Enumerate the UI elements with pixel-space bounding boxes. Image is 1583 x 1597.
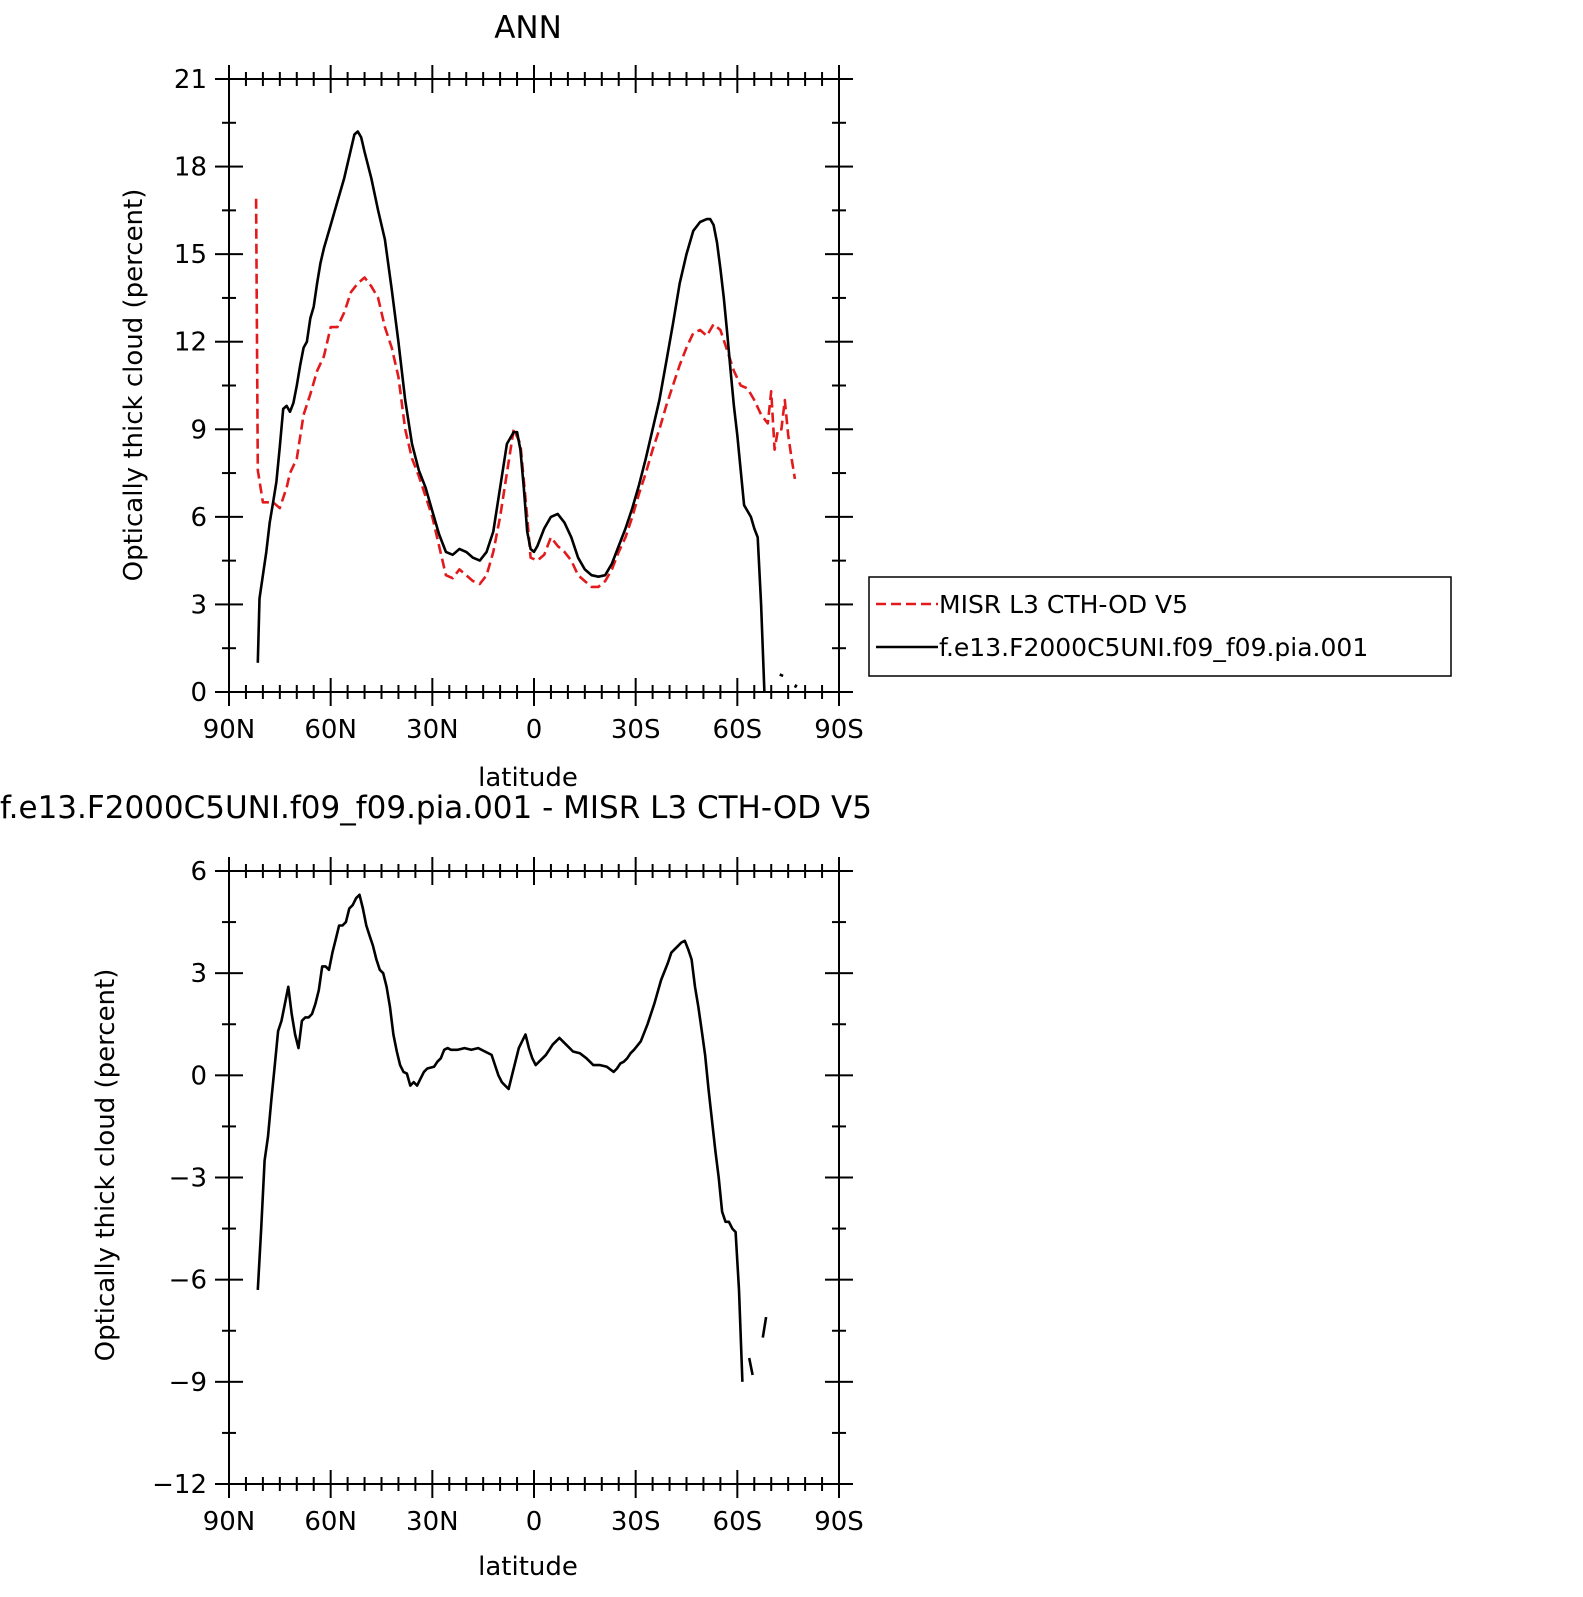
- top-x-tick-label: 90N: [203, 715, 256, 745]
- top-x-tick-label: 0: [526, 715, 543, 745]
- top-series-1-line: [256, 130, 766, 693]
- bottom-series-0-line: [747, 1357, 754, 1376]
- bottom-chart-panel: f.e13.F2000C5UNI.f09_f09.pia.001 - MISR …: [0, 790, 872, 1582]
- bottom-y-tick-label: −9: [169, 1368, 207, 1398]
- bottom-y-tick-label: −3: [169, 1164, 207, 1194]
- top-y-tick-label: 12: [174, 328, 207, 358]
- top-y-tick-label: 6: [190, 503, 207, 533]
- top-y-tick-label: 18: [174, 153, 207, 183]
- top-series-0-line: [254, 198, 797, 589]
- bottom-y-tick-label: 6: [190, 857, 207, 887]
- top-y-tick-label: 15: [174, 240, 207, 270]
- legend-label-model: f.e13.F2000C5UNI.f09_f09.pia.001: [939, 633, 1368, 662]
- bottom-series-0-line: [761, 1316, 768, 1338]
- legend-label-misr: MISR L3 CTH-OD V5: [939, 590, 1188, 619]
- bottom-x-tick-label: 30N: [406, 1507, 459, 1537]
- bottom-x-tick-label: 30S: [611, 1507, 661, 1537]
- top-x-tick-label: 30N: [406, 715, 459, 745]
- top-x-axis-title: latitude: [478, 763, 578, 793]
- bottom-series-0-line: [256, 893, 744, 1382]
- bottom-x-tick-label: 90S: [814, 1507, 864, 1537]
- top-chart-panel: ANN 90N 60N 30N 0 30S 60S 90S 0 3 6 9 12 15 18 21 lati…: [119, 10, 864, 793]
- top-series-1-line: [779, 673, 784, 678]
- bottom-y-tick-label: 0: [190, 1061, 207, 1091]
- bottom-chart-title: f.e13.F2000C5UNI.f09_f09.pia.001 - MISR …: [0, 790, 872, 826]
- bottom-x-tick-label: 0: [526, 1507, 543, 1537]
- top-x-tick-label: 90S: [814, 715, 864, 745]
- legend: MISR L3 CTH-OD V5 f.e13.F2000C5UNI.f09_f…: [868, 576, 1452, 677]
- top-y-tick-label: 3: [190, 590, 207, 620]
- bottom-y-tick-label: −6: [169, 1266, 207, 1296]
- top-y-axis-title: Optically thick cloud (percent): [119, 189, 149, 582]
- bottom-x-tick-label: 60S: [713, 1507, 763, 1537]
- top-x-tick-label: 60N: [304, 715, 357, 745]
- bottom-x-tick-label: 60N: [304, 1507, 357, 1537]
- top-plot-frame: [228, 78, 840, 693]
- bottom-x-tick-label: 90N: [203, 1507, 256, 1537]
- bottom-y-axis-title: Optically thick cloud (percent): [91, 969, 121, 1362]
- bottom-y-tick-label: 3: [190, 959, 207, 989]
- top-x-tick-label: 60S: [713, 715, 763, 745]
- top-y-tick-label: 9: [190, 415, 207, 445]
- top-series-1-line: [793, 684, 798, 689]
- bottom-plot-area: 90N 60N 30N 0 30S 60S 90S −12 −9 −6 −3 0 3 6: [152, 857, 864, 1537]
- top-chart-title: ANN: [494, 10, 562, 46]
- top-y-tick-label: 21: [174, 65, 207, 95]
- top-plot-area: 90N 60N 30N 0 30S 60S 90S 0 3 6 9 12 15 18 21: [174, 65, 864, 745]
- legend-box: [868, 576, 1452, 677]
- top-y-tick-label: 0: [190, 678, 207, 708]
- top-x-tick-label: 30S: [611, 715, 661, 745]
- bottom-x-axis-title: latitude: [478, 1552, 578, 1582]
- bottom-y-tick-label: −12: [152, 1470, 207, 1500]
- bottom-plot-frame: [228, 870, 840, 1485]
